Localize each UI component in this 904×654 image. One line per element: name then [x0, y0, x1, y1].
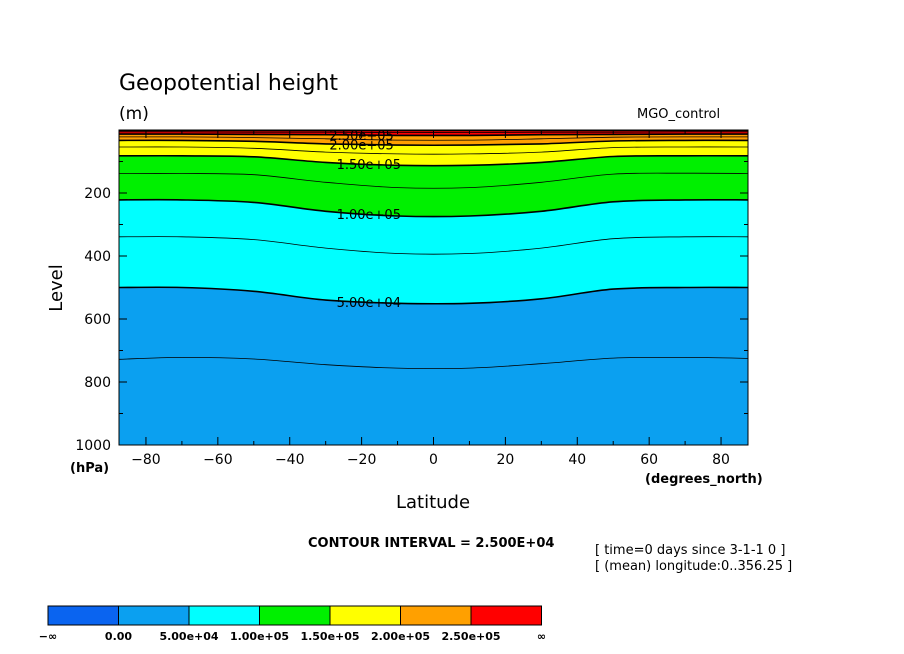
y-tick-label: 200 — [84, 186, 111, 202]
y-unit-label: (hPa) — [70, 461, 109, 476]
contour-label-100000: 1.00e+05 — [337, 208, 401, 223]
colorbar-label: ∞ — [537, 630, 546, 643]
colorbar-label: −∞ — [39, 630, 57, 643]
colorbar-label: 1.50e+05 — [300, 630, 359, 643]
colorbar-swatch — [259, 605, 331, 626]
x-tick-label: 20 — [496, 452, 514, 468]
x-unit-label: (degrees_north) — [645, 472, 763, 487]
colorbar-swatch — [118, 605, 190, 626]
x-tick-label: −40 — [275, 452, 305, 468]
x-tick-label: 80 — [712, 452, 730, 468]
colorbar-swatch — [400, 605, 472, 626]
y-axis-label: Level — [46, 264, 67, 312]
colorbar-swatch — [188, 605, 260, 626]
colorbar-label: 0.00 — [105, 630, 132, 643]
contour-label-150000: 1.50e+05 — [337, 158, 401, 173]
chart-title: Geopotential height — [119, 71, 338, 96]
contour-label-50000: 5.00e+04 — [337, 296, 401, 311]
x-tick-label: −80 — [131, 452, 161, 468]
contour-line-125000 — [119, 172, 748, 189]
info-longitude: [ (mean) longitude:0..356.25 ] — [595, 559, 792, 574]
colorbar-label: 1.00e+05 — [230, 630, 289, 643]
y-tick-label: 400 — [84, 249, 111, 265]
units-label: (m) — [119, 104, 149, 124]
x-axis-ticks: −80 −60 −40 −20 0 20 40 60 80 — [131, 130, 730, 468]
colorbar: −∞ 0.00 5.00e+04 1.00e+05 1.50e+05 2.00e+05 2.… — [39, 605, 546, 643]
y-tick-label: 1000 — [75, 438, 111, 454]
contour-line-150000 — [119, 154, 748, 167]
x-tick-label: 60 — [640, 452, 658, 468]
contour-line-50000 — [119, 286, 748, 305]
colorbar-swatch — [47, 605, 119, 626]
x-tick-label: −60 — [203, 452, 233, 468]
colorbar-label: 2.50e+05 — [441, 630, 500, 643]
colorbar-label: 2.00e+05 — [371, 630, 430, 643]
colorbar-swatch — [470, 605, 542, 626]
x-axis-label: Latitude — [396, 492, 470, 513]
colorbar-label: 5.00e+04 — [159, 630, 218, 643]
contour-line-25000 — [119, 356, 748, 370]
y-tick-label: 800 — [84, 375, 111, 391]
contour-fills — [119, 130, 748, 445]
y-axis-ticks: 200 400 600 800 1000 — [75, 161, 748, 454]
contour-line-200000 — [119, 139, 748, 147]
contour-line-75000 — [119, 236, 748, 255]
x-tick-label: −20 — [347, 452, 377, 468]
contour-label-200000: 2.00e+05 — [329, 138, 393, 153]
contour-line-100000 — [119, 198, 748, 218]
info-time: [ time=0 days since 3-1-1 0 ] — [595, 543, 785, 558]
contour-line-175000 — [119, 146, 748, 155]
colorbar-swatch — [329, 605, 401, 626]
contour-interval-text: CONTOUR INTERVAL = 2.500E+04 — [308, 536, 554, 551]
x-tick-label: 40 — [568, 452, 586, 468]
y-tick-label: 600 — [84, 312, 111, 328]
x-tick-label: 0 — [429, 452, 438, 468]
contour-line-225000 — [119, 136, 748, 141]
dataset-label: MGO_control — [637, 107, 720, 122]
